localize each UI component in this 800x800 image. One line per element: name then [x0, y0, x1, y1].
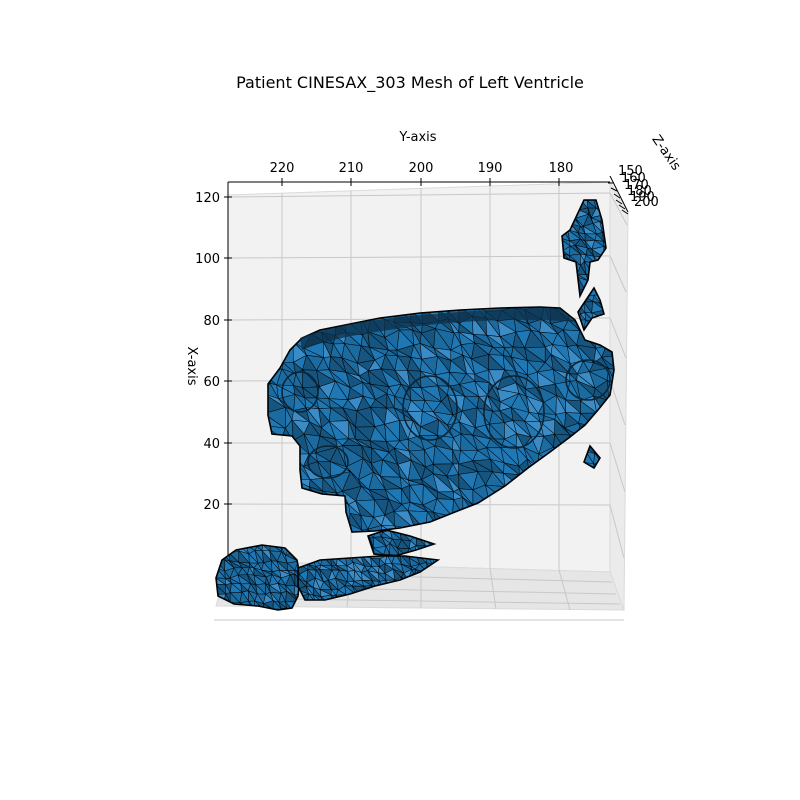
axis-lines	[214, 175, 629, 621]
z-tick-170	[613, 193, 621, 199]
lv-bottom-left	[215, 544, 301, 611]
grid-x-100	[227, 255, 611, 259]
z-axis-line	[609, 175, 629, 213]
lv-bottom-left-outline	[215, 544, 301, 611]
y-tick-label-190: 190	[478, 161, 503, 176]
lv-bottom-left-wireframe	[216, 545, 300, 610]
x-tick-label-80: 80	[203, 314, 220, 329]
z-tick-label-160: 160	[621, 171, 646, 186]
z-tick-label-170: 170	[624, 178, 649, 193]
side-pane	[609, 180, 629, 611]
mesh-surfaces	[215, 199, 615, 611]
z-tick-180	[615, 199, 623, 205]
mesh-contour-ring	[565, 359, 611, 401]
grid-side-2	[609, 255, 627, 293]
z-tick-190	[618, 204, 626, 210]
mesh-contour-ring	[307, 445, 349, 479]
lv-main-body-outline	[267, 306, 615, 533]
z-tick-labels: 150 160 170 180 190 200	[618, 164, 659, 210]
grid-side-3	[609, 317, 627, 359]
x-tick-labels: 120 100 80 60 40 20	[195, 191, 220, 513]
lv-top-spike-outline	[561, 199, 607, 299]
y-tick-label-220: 220	[270, 161, 295, 176]
z-tick-200	[621, 209, 629, 215]
z-tick-label-180: 180	[627, 184, 652, 199]
chart-title: Patient CINESAX_303 Mesh of Left Ventric…	[236, 73, 584, 93]
x-axis-label: X-axis	[184, 347, 199, 386]
x-tick-label-120: 120	[195, 191, 220, 206]
lv-mid-fragment-outline	[366, 529, 437, 557]
mesh-contour-ring	[281, 371, 319, 413]
y-tick-label-200: 200	[409, 161, 434, 176]
y-tick-labels: 220 210 200 190 180	[270, 161, 574, 176]
lv-bottom-middle-outline	[297, 555, 441, 601]
y-tick-label-180: 180	[549, 161, 574, 176]
grid-side-4	[609, 379, 626, 426]
lv-small-fragment-outline	[583, 444, 601, 470]
mesh-contour-ring	[483, 375, 545, 449]
tick-marks	[224, 178, 629, 505]
grid-side-1	[609, 192, 628, 226]
lv-main-rim	[300, 308, 575, 350]
z-tick-label-150: 150	[618, 164, 643, 179]
z-axis-label: Z-axis	[648, 133, 683, 174]
x-tick-label-40: 40	[203, 437, 220, 452]
z-tick-label-200: 200	[634, 195, 659, 210]
y-tick-label-210: 210	[339, 161, 364, 176]
z-tick-160	[610, 187, 618, 192]
grid-x-120	[227, 192, 611, 198]
lv-upper-fragment-outline	[577, 286, 605, 332]
y-axis-label: Y-axis	[398, 130, 436, 145]
x-tick-label-20: 20	[203, 498, 220, 513]
z-tick-label-190: 190	[630, 190, 655, 205]
mesh-contour-ring	[402, 375, 458, 441]
grid-side-5	[609, 442, 626, 493]
x-tick-label-60: 60	[203, 375, 220, 390]
grid-side-6	[609, 504, 625, 559]
x-tick-label-100: 100	[195, 252, 220, 267]
